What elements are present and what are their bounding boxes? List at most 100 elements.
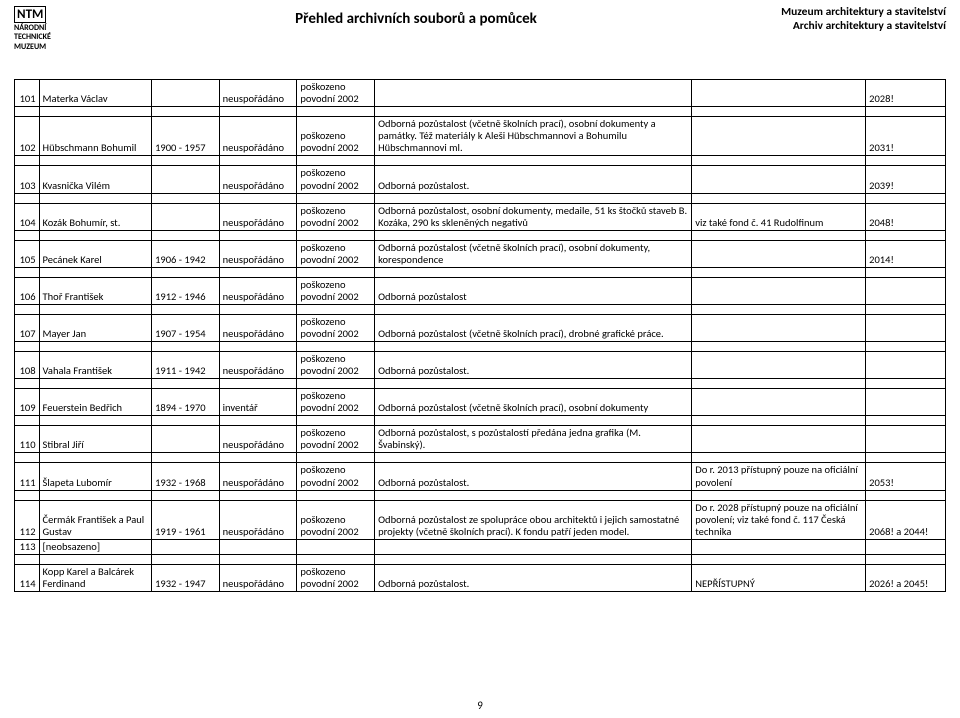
row-arrangement: neuspořádáno — [219, 166, 297, 193]
page-number: 9 — [0, 699, 960, 712]
row-years — [152, 203, 220, 230]
row-ref: 2014! — [866, 240, 946, 267]
page-title: Přehled archivních souborů a pomůcek — [51, 10, 781, 28]
table-row: 113[neobsazeno] — [15, 539, 946, 554]
table-row: 103Kvasnička Vilémneuspořádánopoškozeno … — [15, 166, 946, 193]
row-note — [692, 80, 866, 107]
row-ref — [866, 389, 946, 416]
row-description: Odborná pozůstalost (včetně školních pra… — [375, 240, 692, 267]
row-number: 103 — [15, 166, 40, 193]
row-years: 1911 - 1942 — [152, 352, 220, 379]
row-state: poškozeno povodní 2002 — [297, 166, 375, 193]
row-description: Odborná pozůstalost (včetně školních pra… — [375, 117, 692, 156]
row-arrangement: neuspořádáno — [219, 564, 297, 591]
logo-sub1: NÁRODNÍ — [14, 24, 46, 32]
row-state: poškozeno povodní 2002 — [297, 117, 375, 156]
table-row: 102Hübschmann Bohumil1900 - 1957neuspořá… — [15, 117, 946, 156]
row-name: Kozák Bohumír, st. — [39, 203, 152, 230]
row-years: 1912 - 1946 — [152, 277, 220, 304]
row-name: Čermák František a Paul Gustav — [39, 500, 152, 539]
row-number: 101 — [15, 80, 40, 107]
row-number: 102 — [15, 117, 40, 156]
row-arrangement: neuspořádáno — [219, 117, 297, 156]
row-state: poškozeno povodní 2002 — [297, 500, 375, 539]
row-years: 1919 - 1961 — [152, 500, 220, 539]
row-spacer — [15, 267, 946, 277]
row-arrangement: neuspořádáno — [219, 500, 297, 539]
row-years: 1907 - 1954 — [152, 314, 220, 341]
row-name: Thoř František — [39, 277, 152, 304]
row-name: Pecánek Karel — [39, 240, 152, 267]
row-name: Kopp Karel a Balcárek Ferdinand — [39, 564, 152, 591]
row-name: Mayer Jan — [39, 314, 152, 341]
row-arrangement: neuspořádáno — [219, 80, 297, 107]
row-state: poškozeno povodní 2002 — [297, 426, 375, 453]
institution-block: Muzeum architektury a stavitelství Archi… — [781, 6, 946, 34]
table-row: 104Kozák Bohumír, st.neuspořádánopoškoze… — [15, 203, 946, 230]
row-note — [692, 539, 866, 554]
row-name: Materka Václav — [39, 80, 152, 107]
row-spacer — [15, 379, 946, 389]
row-state: poškozeno povodní 2002 — [297, 240, 375, 267]
row-description: Odborná pozůstalost, osobní dokumenty, m… — [375, 203, 692, 230]
institution-line2: Archiv architektury a stavitelství — [781, 20, 946, 34]
row-ref — [866, 277, 946, 304]
row-number: 106 — [15, 277, 40, 304]
row-description: Odborná pozůstalost ze spolupráce obou a… — [375, 500, 692, 539]
row-number: 105 — [15, 240, 40, 267]
row-years — [152, 166, 220, 193]
row-spacer — [15, 107, 946, 117]
row-number: 114 — [15, 564, 40, 591]
row-arrangement: neuspořádáno — [219, 426, 297, 453]
table-row: 105Pecánek Karel1906 - 1942neuspořádánop… — [15, 240, 946, 267]
row-name: Stibral Jiří — [39, 426, 152, 453]
row-years: 1932 - 1968 — [152, 463, 220, 490]
row-arrangement: neuspořádáno — [219, 314, 297, 341]
row-description: Odborná pozůstalost, s pozůstalostí před… — [375, 426, 692, 453]
row-state: poškozeno povodní 2002 — [297, 277, 375, 304]
row-description: Odborná pozůstalost. — [375, 463, 692, 490]
row-spacer — [15, 453, 946, 463]
row-name: Šlapeta Lubomír — [39, 463, 152, 490]
row-note — [692, 240, 866, 267]
row-years: 1932 - 1947 — [152, 564, 220, 591]
row-number: 109 — [15, 389, 40, 416]
row-note — [692, 117, 866, 156]
row-state: poškozeno povodní 2002 — [297, 203, 375, 230]
table-row: 112Čermák František a Paul Gustav1919 - … — [15, 500, 946, 539]
row-arrangement — [219, 539, 297, 554]
row-note: Do r. 2013 přístupný pouze na oficiální … — [692, 463, 866, 490]
row-note — [692, 352, 866, 379]
row-number: 112 — [15, 500, 40, 539]
row-arrangement: neuspořádáno — [219, 352, 297, 379]
row-state: poškozeno povodní 2002 — [297, 352, 375, 379]
row-note — [692, 389, 866, 416]
row-description: Odborná pozůstalost. — [375, 352, 692, 379]
row-description — [375, 80, 692, 107]
row-ref: 2026! a 2045! — [866, 564, 946, 591]
row-description: Odborná pozůstalost (včetně školních pra… — [375, 389, 692, 416]
row-description: Odborná pozůstalost — [375, 277, 692, 304]
row-ref — [866, 539, 946, 554]
row-years — [152, 426, 220, 453]
row-description: Odborná pozůstalost (včetně školních pra… — [375, 314, 692, 341]
row-arrangement: neuspořádáno — [219, 463, 297, 490]
table-row: 109Feuerstein Bedřich1894 - 1970inventář… — [15, 389, 946, 416]
row-number: 108 — [15, 352, 40, 379]
row-state: poškozeno povodní 2002 — [297, 564, 375, 591]
row-years — [152, 80, 220, 107]
archive-table: 101Materka Václavneuspořádánopoškozeno p… — [14, 79, 946, 592]
row-spacer — [15, 490, 946, 500]
table-row: 110Stibral Jiříneuspořádánopoškozeno pov… — [15, 426, 946, 453]
row-note — [692, 314, 866, 341]
row-spacer — [15, 342, 946, 352]
table-row: 106Thoř František1912 - 1946neuspořádáno… — [15, 277, 946, 304]
row-ref: 2039! — [866, 166, 946, 193]
row-spacer — [15, 416, 946, 426]
row-name: Hübschmann Bohumil — [39, 117, 152, 156]
row-state: poškozeno povodní 2002 — [297, 463, 375, 490]
logo-sub3: MUZEUM — [14, 43, 46, 51]
row-number: 107 — [15, 314, 40, 341]
row-arrangement: neuspořádáno — [219, 277, 297, 304]
row-note — [692, 166, 866, 193]
